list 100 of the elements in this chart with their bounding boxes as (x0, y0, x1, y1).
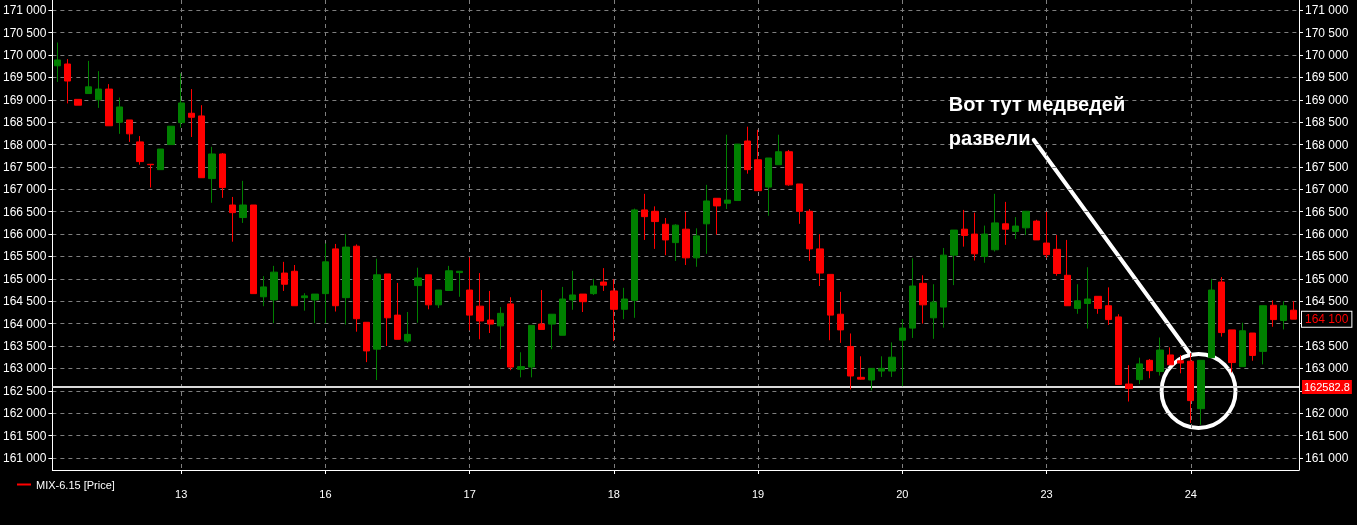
x-tick-label: 20 (896, 487, 909, 500)
y-tick-label: 166 000 (2, 227, 47, 242)
candlestick (394, 282, 401, 340)
candlestick (507, 296, 514, 371)
candlestick (1002, 201, 1009, 246)
candlestick (940, 247, 947, 329)
candlestick (239, 180, 247, 224)
candlestick (95, 70, 102, 109)
candlestick (621, 287, 628, 320)
x-tick-label: 19 (751, 487, 765, 500)
y-tick-label: 166 500 (2, 204, 47, 219)
candlestick (497, 306, 504, 350)
candlestick (301, 292, 308, 312)
candlestick (74, 98, 82, 106)
y-tick-label: 163 500 (2, 339, 47, 354)
candlestick (147, 163, 154, 189)
ref-line-label: 162582.8 (1304, 381, 1350, 394)
candlestick (281, 261, 288, 292)
candlestick (961, 209, 968, 248)
y-tick-label: 168 500 (2, 115, 47, 130)
candlestick (919, 274, 927, 325)
y2-tick-label: 162 000 (1305, 406, 1349, 421)
candlestick (631, 208, 638, 319)
candlestick (1053, 234, 1061, 277)
candlestick (219, 152, 226, 199)
candlestick (662, 217, 669, 256)
y-tick-label: 163 000 (2, 361, 47, 376)
candlestick (796, 183, 803, 225)
candlestick (487, 290, 494, 334)
candlestick (353, 243, 360, 333)
candlestick (971, 212, 978, 262)
candlestick (1115, 313, 1122, 385)
candlestick (425, 274, 432, 310)
y2-tick-label: 163 000 (1305, 361, 1349, 376)
candlestick (579, 293, 587, 313)
candlestick (136, 135, 144, 166)
y2-tick-label: 170 000 (1305, 48, 1349, 63)
candlestick (363, 321, 370, 363)
candlestick (538, 289, 545, 330)
candlestick (1146, 358, 1153, 379)
candlestick (188, 88, 195, 138)
candlestick (775, 134, 782, 166)
candlestick (857, 355, 865, 381)
y-tick-label: 170 500 (2, 25, 47, 40)
candlestick (414, 267, 422, 324)
candlestick (291, 264, 298, 307)
legend-label: MIX-6.15 [Price] (36, 478, 115, 491)
candlestick (981, 225, 988, 264)
candlestick (1280, 300, 1287, 330)
candlestick (229, 196, 236, 243)
candlestick (991, 193, 999, 253)
candlestick (198, 104, 205, 179)
y2-tick-label: 169 000 (1305, 92, 1349, 107)
candlestick (517, 351, 525, 378)
y-tick-label: 168 000 (2, 137, 47, 152)
y2-tick-label: 166 000 (1305, 227, 1349, 242)
candlestick (693, 227, 700, 268)
candlestick (909, 257, 916, 339)
candlestick (105, 83, 113, 127)
candlestick (1022, 210, 1030, 236)
candlestick (1249, 332, 1256, 362)
y-tick-label: 164 000 (2, 316, 47, 331)
candlestick (899, 318, 906, 387)
candlestick (322, 243, 329, 324)
candlestick (1187, 352, 1194, 424)
candlestick (724, 134, 731, 210)
candlestick (456, 270, 463, 298)
candlestick (384, 273, 391, 347)
candlestick (1197, 359, 1205, 426)
candlestick (332, 243, 339, 313)
candlestick (1290, 300, 1297, 320)
candlestick (600, 267, 607, 292)
candlestick (435, 289, 442, 309)
y2-tick-label: 163 500 (1305, 339, 1349, 354)
candlestick (126, 119, 133, 143)
x-tick-label: 17 (463, 487, 476, 500)
candlestick (528, 324, 535, 378)
candlestick (785, 149, 793, 187)
candlestick (827, 273, 834, 341)
candlestick (1218, 276, 1225, 338)
candlestick (1074, 283, 1081, 315)
candlestick (64, 58, 71, 104)
candlestick (1239, 322, 1246, 368)
candlestick (85, 60, 92, 95)
candlestick (590, 278, 597, 296)
candlestick (1167, 346, 1174, 366)
y2-tick-label: 170 500 (1305, 25, 1349, 40)
y2-tick-label: 166 500 (1305, 204, 1349, 219)
candlestick (868, 367, 875, 391)
text: 164 100 (1305, 312, 1349, 327)
candlestick (466, 256, 473, 331)
y-tick-label: 161 500 (2, 428, 47, 443)
y2-tick-label: 169 500 (1305, 70, 1349, 85)
candlestick (54, 42, 61, 83)
x-tick-label: 13 (175, 487, 188, 500)
y-tick-label: 162 500 (2, 383, 47, 398)
y-tick-label: 169 000 (2, 92, 47, 107)
candlestick (806, 208, 813, 262)
candlestick (703, 184, 710, 255)
y2-tick-label: 165 500 (1305, 249, 1349, 264)
